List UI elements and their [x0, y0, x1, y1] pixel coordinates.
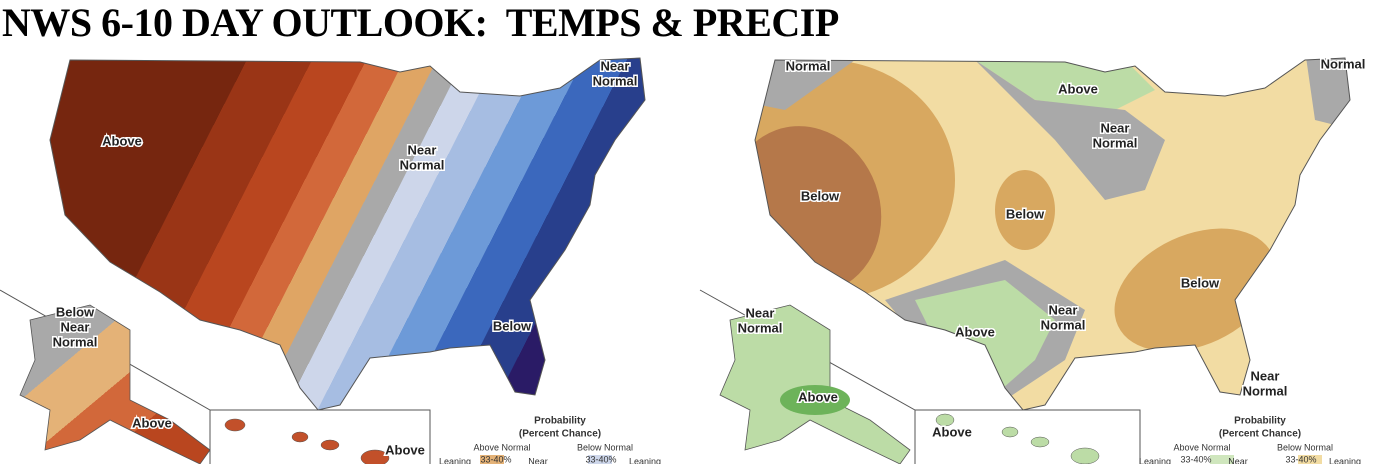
region-label: Normal [786, 58, 831, 73]
legend-below-range: 33-40% [1285, 454, 1316, 464]
region-label: Below [801, 188, 840, 203]
region-label: Above [132, 415, 172, 430]
region-label: Near [601, 58, 630, 73]
legend-title: Probability [534, 416, 586, 427]
legend-above-range: 33-40% [480, 454, 511, 464]
legend-leaning: Leaning [1139, 456, 1171, 464]
region-label: Below [1006, 206, 1045, 221]
region-label: Below [493, 318, 532, 333]
region-label: Normal [1243, 383, 1288, 398]
region-label: Near [1251, 368, 1280, 383]
region-label: Normal [400, 157, 445, 172]
region-label: Below [56, 304, 95, 319]
legend-below-range: 33-40% [585, 454, 616, 464]
region-label: Above [385, 442, 425, 457]
hawaii-temp [224, 418, 390, 464]
region-label: Near [1101, 120, 1130, 135]
region-label: Above [102, 133, 142, 148]
legend-subtitle: (Percent Chance) [1219, 429, 1301, 440]
region-label: Above [932, 424, 972, 439]
alaska-precip-core [780, 385, 850, 415]
region-label: Normal [1041, 317, 1086, 332]
region-label: Normal [1321, 56, 1366, 71]
legend-below: Below Normal [1277, 442, 1333, 452]
region-label: Above [798, 389, 838, 404]
legend-leaning: Leaning [629, 456, 661, 464]
region-label: Normal [593, 73, 638, 88]
legend-leaning: Leaning [439, 456, 471, 464]
legend-subtitle: (Percent Chance) [519, 429, 601, 440]
region-label: Near [1049, 302, 1078, 317]
region-label: Normal [738, 320, 783, 335]
region-label: Normal [53, 334, 98, 349]
region-label: Normal [1093, 135, 1138, 150]
page-title: NWS 6-10 DAY OUTLOOK: TEMPS & PRECIP [2, 0, 839, 45]
legend-swatches [480, 455, 1322, 464]
legend-above-range: 33-40% [1180, 454, 1211, 464]
legend-near: Near [1228, 456, 1248, 464]
legend-near: Near [528, 456, 548, 464]
legend-title: Probability [1234, 416, 1286, 427]
region-label: Below [1181, 275, 1220, 290]
alaska-precip [719, 304, 911, 464]
region-label: Above [955, 324, 995, 339]
legend-above: Above Normal [473, 442, 530, 452]
region-label: Above [1058, 81, 1098, 96]
legend-leaning: Leaning [1329, 456, 1361, 464]
legend-above: Above Normal [1173, 442, 1230, 452]
region-label: Near [408, 142, 437, 157]
legend-below: Below Normal [577, 442, 633, 452]
alaska-temp [19, 304, 211, 464]
region-label: Near [61, 319, 90, 334]
region-label: Near [746, 305, 775, 320]
hawaii-precip [935, 413, 1100, 464]
